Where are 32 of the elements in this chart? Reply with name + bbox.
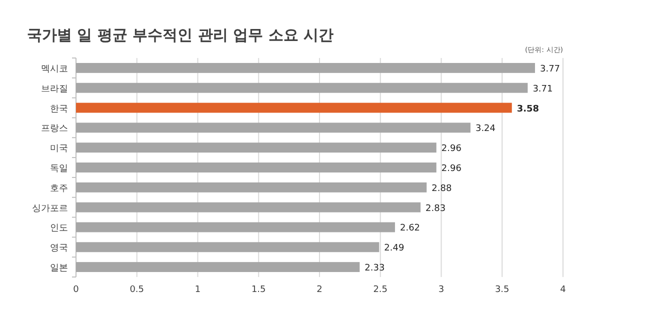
category: 일본 [50, 264, 68, 274]
category: 멕시코 [41, 64, 68, 74]
xtick: 1 [194, 285, 201, 295]
category: 영국 [50, 244, 68, 254]
category: 프랑스 [41, 124, 68, 134]
data-label: 3.77 [540, 64, 560, 74]
data-label: 2.49 [384, 244, 404, 254]
data-label: 3.24 [475, 124, 496, 134]
xtick: 0 [73, 285, 79, 295]
data-label: 2.96 [441, 144, 462, 154]
data-label: 2.62 [400, 224, 420, 234]
data-label: 2.33 [364, 264, 385, 274]
category: 독일 [50, 164, 68, 174]
category: 호주 [50, 184, 68, 194]
xtick: 2 [316, 285, 322, 295]
xtick: 1.5 [251, 285, 266, 295]
xtick: 3 [438, 285, 444, 295]
xtick: 2.5 [373, 285, 388, 295]
category: 인도 [50, 224, 68, 234]
title: 국가별 일 평균 부수적인 관리 업무 소요 시간 [27, 26, 334, 44]
xtick: 0.5 [130, 285, 144, 295]
data-label: 2.96 [441, 164, 462, 174]
data-label: 2.83 [426, 204, 446, 214]
xtick: 4 [560, 285, 566, 295]
data-label: 3.58 [516, 104, 540, 114]
category: 싱가포르 [32, 204, 68, 214]
data-label: 3.71 [532, 84, 553, 94]
category: 미국 [50, 144, 68, 154]
xtick: 3.5 [494, 285, 510, 295]
category: 브라질 [41, 84, 68, 94]
data-label: 2.88 [432, 184, 452, 194]
category: 한국 [50, 104, 68, 114]
